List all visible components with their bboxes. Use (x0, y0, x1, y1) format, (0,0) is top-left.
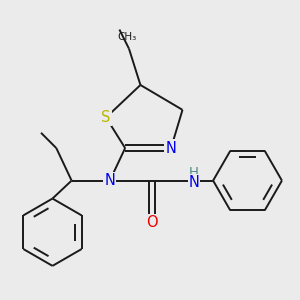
Text: CH₃: CH₃ (117, 32, 137, 42)
Text: N: N (188, 175, 200, 190)
Text: H: H (189, 166, 199, 179)
Text: O: O (146, 215, 158, 230)
Text: N: N (166, 141, 176, 156)
Text: N: N (104, 173, 115, 188)
Text: S: S (101, 110, 111, 125)
